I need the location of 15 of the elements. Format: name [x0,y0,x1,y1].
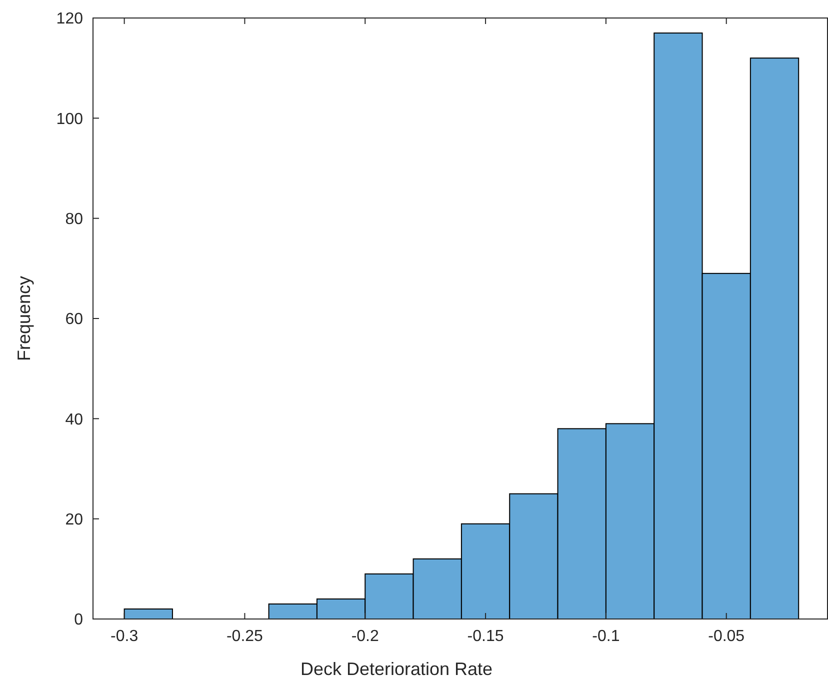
y-tick-label: 40 [65,411,84,428]
x-tick-label: -0.25 [226,628,264,645]
x-tick-label: -0.3 [110,628,138,645]
y-tick-label: 60 [65,311,84,328]
x-tick-label: -0.05 [708,628,745,645]
y-tick-label: 100 [56,110,84,128]
x-tick-label: -0.2 [351,628,380,645]
y-axis-title: Frequency [14,276,34,362]
x-tick-label: -0.1 [592,628,620,645]
y-tick-label: 80 [65,210,84,228]
x-axis-title: Deck Deterioration Rate [300,659,493,679]
y-tick-label: 20 [65,511,84,528]
y-tick-label: 120 [56,10,84,28]
y-tick-label: 0 [74,612,84,629]
x-tick-label: -0.15 [467,628,504,645]
